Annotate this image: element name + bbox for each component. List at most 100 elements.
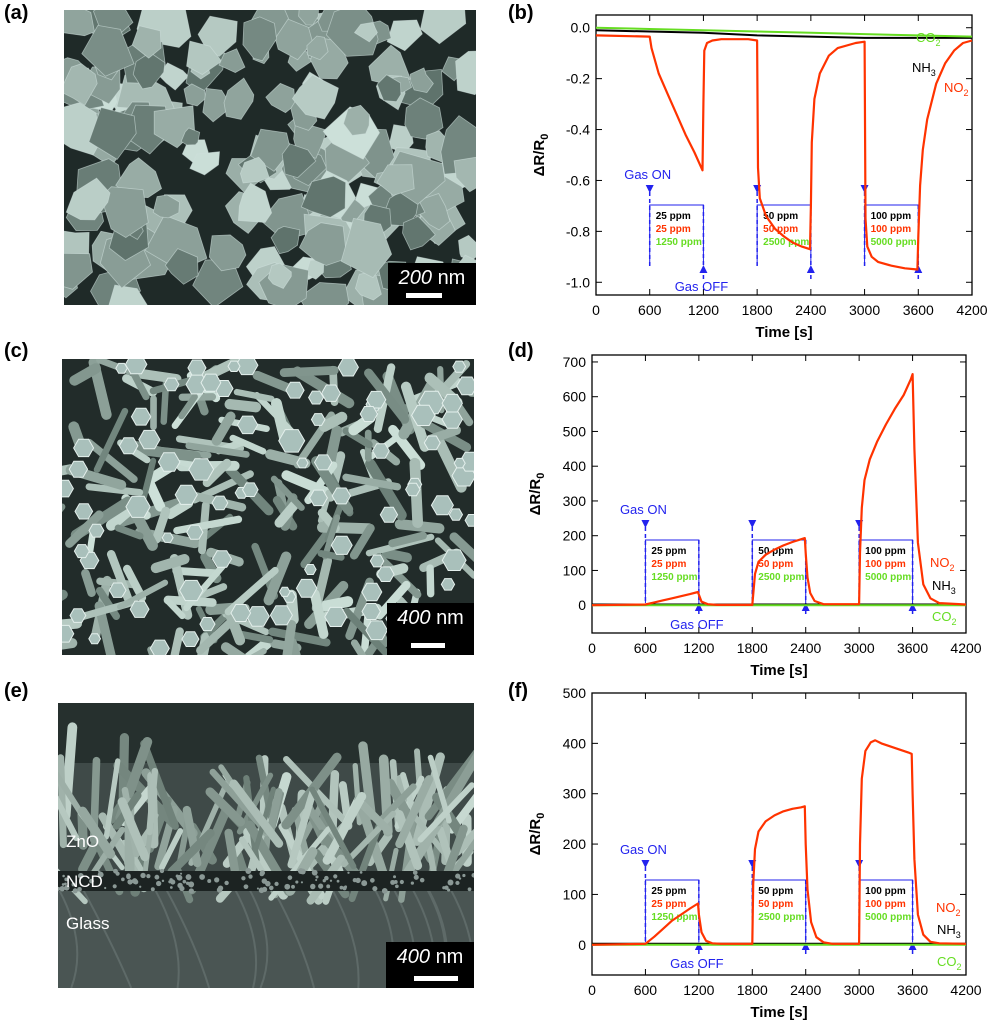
sem-texture-e xyxy=(58,703,474,988)
sem-a-grain xyxy=(409,67,434,94)
sem-a-grain xyxy=(64,63,98,106)
sem-c-rod xyxy=(426,564,435,598)
sem-c-hexagon xyxy=(371,443,390,459)
sem-e-ncd-grain xyxy=(161,879,165,883)
sem-e-rod xyxy=(379,783,417,822)
sem-e-ncd-grain xyxy=(419,877,425,883)
sem-c-hexagon xyxy=(423,435,441,451)
chart-d-ylabel: ΔR/R0 xyxy=(527,473,547,516)
sem-e-rod xyxy=(448,793,474,834)
panel-label-a: (a) xyxy=(4,2,29,24)
sem-c-hexagon xyxy=(269,605,293,626)
sem-e-ncd-grain xyxy=(188,888,194,894)
chart-d-gas-off-arrow xyxy=(908,603,917,611)
sem-c-hexagon xyxy=(211,550,233,568)
sem-a-grain xyxy=(64,252,93,290)
sem-e-glass-streak xyxy=(271,887,316,988)
sem-a-grain xyxy=(354,271,382,301)
sem-c-hexagon xyxy=(448,508,464,521)
sem-e-ncd-grain xyxy=(361,880,368,887)
chart-f-gas-off-label: Gas OFF xyxy=(670,956,724,971)
sem-c-rod xyxy=(363,636,382,655)
sem-c-hexagon xyxy=(430,495,454,516)
sem-a-grain xyxy=(298,222,348,266)
sem-e-ncd-grain xyxy=(241,876,246,881)
sem-e-ncd-grain xyxy=(395,884,399,889)
sem-e-ncd-grain xyxy=(112,884,117,889)
sem-a-grain xyxy=(239,156,270,184)
chart-b-pulse-box xyxy=(864,204,919,265)
sem-e-ncd-grain xyxy=(182,879,187,884)
chart-b-gas-on-arrow xyxy=(753,185,762,193)
chart-b-group: 0 600 1200 1800 2400 3000 3600 4200 -1.0 -0.8 -0.6… xyxy=(531,14,988,341)
sem-c-hexagon xyxy=(440,578,456,591)
sem-a-grain xyxy=(183,83,206,107)
chart-d-xtick-label: 600 xyxy=(634,640,658,656)
scale-value-c: 400 xyxy=(397,607,431,629)
sem-c-hexagon xyxy=(118,437,139,455)
sem-e-ncd-grain xyxy=(168,880,172,884)
sem-e-ncd-grain xyxy=(140,872,146,879)
sem-e-ncd-grain xyxy=(410,881,414,885)
sem-c-hexagon xyxy=(129,600,150,618)
layer-label-zno: ZnO xyxy=(66,832,100,851)
chart-d-gas-on-label: Gas ON xyxy=(620,502,667,517)
sem-e-ncd-grain xyxy=(315,875,319,879)
scale-value-e: 400 xyxy=(396,946,430,968)
sem-e-ncd-grain xyxy=(190,884,193,888)
sem-e-rod xyxy=(229,779,284,848)
sem-c-rod xyxy=(319,596,354,612)
sem-e-rod xyxy=(58,795,80,842)
chart-b-legend-co2: CO2 xyxy=(916,30,941,48)
sem-c-hexagon xyxy=(464,514,474,527)
sem-e-ncd-grain xyxy=(77,886,82,892)
chart-f-gas-on-arrow xyxy=(855,860,864,868)
chart-b-pulse-box xyxy=(756,204,812,265)
sem-c-hexagon xyxy=(125,495,151,518)
sem-a-grain xyxy=(223,77,255,120)
chart-d-legend-co2: CO2 xyxy=(932,609,957,627)
chart-b-gas-off-label: Gas OFF xyxy=(675,279,729,294)
sem-c-hexagon xyxy=(441,410,463,429)
sem-c-rod xyxy=(292,366,355,409)
sem-c-hexagon xyxy=(278,586,291,597)
scale-value-a: 200 xyxy=(398,267,432,289)
sem-c-rod xyxy=(173,515,243,535)
chart-d-xtick-label: 3600 xyxy=(897,640,928,656)
sem-c-rod xyxy=(449,532,474,562)
sem-c-hexagon xyxy=(108,582,127,598)
sem-e-rod xyxy=(452,828,474,857)
sem-c-rod xyxy=(85,438,138,483)
sem-c-rod xyxy=(123,564,147,602)
sem-e-ncd-grain xyxy=(336,879,340,883)
sem-e-rod xyxy=(287,788,317,869)
chart-b-ytick-label: -0.2 xyxy=(566,71,590,87)
sem-e-ncd-grain xyxy=(455,880,460,886)
chart-b-series-nh3 xyxy=(595,29,972,39)
sem-e-ncd-grain xyxy=(224,880,229,886)
sem-c-hexagon xyxy=(130,407,152,426)
sem-e-ncd-grain xyxy=(64,885,70,891)
sem-e-rod xyxy=(60,722,78,821)
chart-f-xtick-label: 1800 xyxy=(737,982,768,998)
sem-c-hexagon xyxy=(379,506,399,523)
sem-c-hexagon xyxy=(309,489,328,507)
sem-e-ncd-grain xyxy=(216,887,223,893)
sem-e-ncd-grain xyxy=(104,886,107,890)
sem-c-rod xyxy=(286,637,301,655)
sem-e-glass-streak xyxy=(247,887,269,988)
sem-a-grain xyxy=(343,104,370,136)
sem-e-rod xyxy=(224,828,239,875)
chart-f-gas-off-arrow xyxy=(908,942,917,950)
sem-c-hexagon xyxy=(366,390,387,409)
chart-d-group: 0 600 1200 1800 2400 3000 3600 4200 0 100 200 300 40… xyxy=(527,354,982,679)
chart-f-xtick-label: 3000 xyxy=(844,982,875,998)
sem-c-hexagon xyxy=(295,578,318,598)
chart-b-gas-on-arrow xyxy=(645,185,654,193)
sem-a-grain xyxy=(237,182,273,223)
chart-b-series-no2 xyxy=(595,34,973,271)
sem-a-grain xyxy=(186,40,223,75)
sem-e-rod xyxy=(435,825,455,866)
sem-e-ncd-grain xyxy=(467,887,472,892)
sem-c-hexagon xyxy=(456,376,474,396)
